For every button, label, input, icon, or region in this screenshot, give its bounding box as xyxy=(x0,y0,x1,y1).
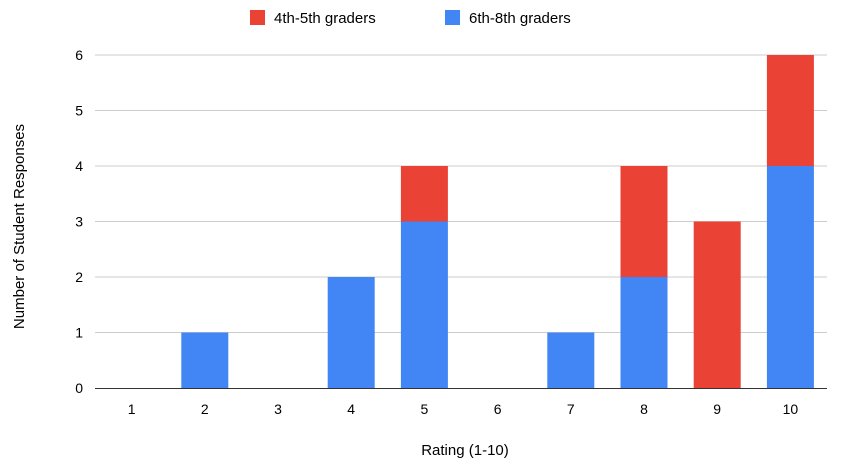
x-tick-label: 5 xyxy=(421,401,429,417)
y-tick-label: 3 xyxy=(75,214,83,230)
y-axis-ticks: 0 1 2 3 4 5 6 xyxy=(75,47,83,396)
bar-segment xyxy=(327,277,375,388)
y-tick-label: 6 xyxy=(75,47,83,63)
x-tick-label: 3 xyxy=(274,401,282,417)
x-tick-label: 7 xyxy=(567,401,575,417)
legend-label: 6th-8th graders xyxy=(469,10,571,27)
legend-swatch xyxy=(445,10,460,25)
x-axis-ticks: 1 2 3 4 5 6 7 8 9 10 xyxy=(128,401,799,417)
y-tick-label: 1 xyxy=(75,325,83,341)
bar-segment xyxy=(620,166,668,277)
x-tick-label: 1 xyxy=(128,401,136,417)
x-axis-title: Rating (1-10) xyxy=(421,442,509,459)
x-tick-label: 8 xyxy=(640,401,648,417)
x-tick-label: 4 xyxy=(347,401,355,417)
bar-segment xyxy=(693,221,741,388)
y-tick-label: 4 xyxy=(75,158,83,174)
bar-segment xyxy=(400,221,448,388)
bar-segment xyxy=(766,166,814,388)
y-axis-title: Number of Student Responses xyxy=(11,124,28,329)
y-tick-label: 0 xyxy=(75,380,83,396)
bar-segment xyxy=(620,277,668,388)
x-tick-label: 2 xyxy=(201,401,209,417)
bars xyxy=(181,55,814,388)
legend: 4th-5th graders 6th-8th graders xyxy=(250,10,571,27)
legend-label: 4th-5th graders xyxy=(274,10,376,27)
legend-swatch xyxy=(250,10,265,25)
y-tick-label: 5 xyxy=(75,103,83,119)
y-tick-label: 2 xyxy=(75,269,83,285)
bar-segment xyxy=(400,166,448,222)
bar-segment xyxy=(181,332,229,388)
bar-segment xyxy=(766,55,814,166)
bar-segment xyxy=(547,332,595,388)
x-tick-label: 6 xyxy=(494,401,502,417)
x-tick-label: 9 xyxy=(713,401,721,417)
x-tick-label: 10 xyxy=(783,401,799,417)
